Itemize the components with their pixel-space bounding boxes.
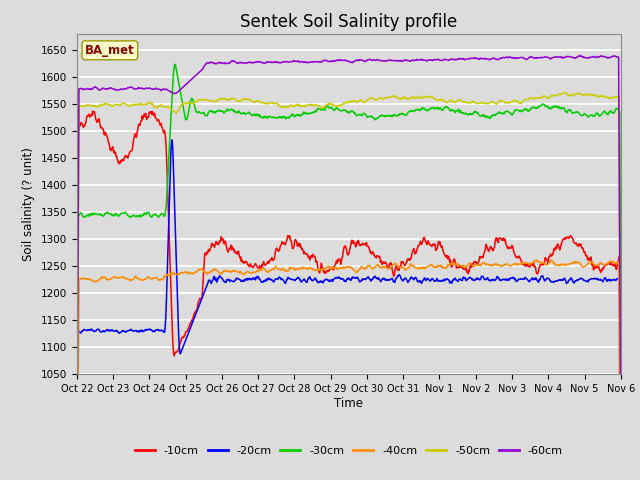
X-axis label: Time: Time <box>334 397 364 410</box>
Title: Sentek Soil Salinity profile: Sentek Soil Salinity profile <box>240 12 458 31</box>
Y-axis label: Soil salinity (? unit): Soil salinity (? unit) <box>22 147 35 261</box>
Legend: -10cm, -20cm, -30cm, -40cm, -50cm, -60cm: -10cm, -20cm, -30cm, -40cm, -50cm, -60cm <box>131 441 567 460</box>
Text: BA_met: BA_met <box>85 44 134 57</box>
